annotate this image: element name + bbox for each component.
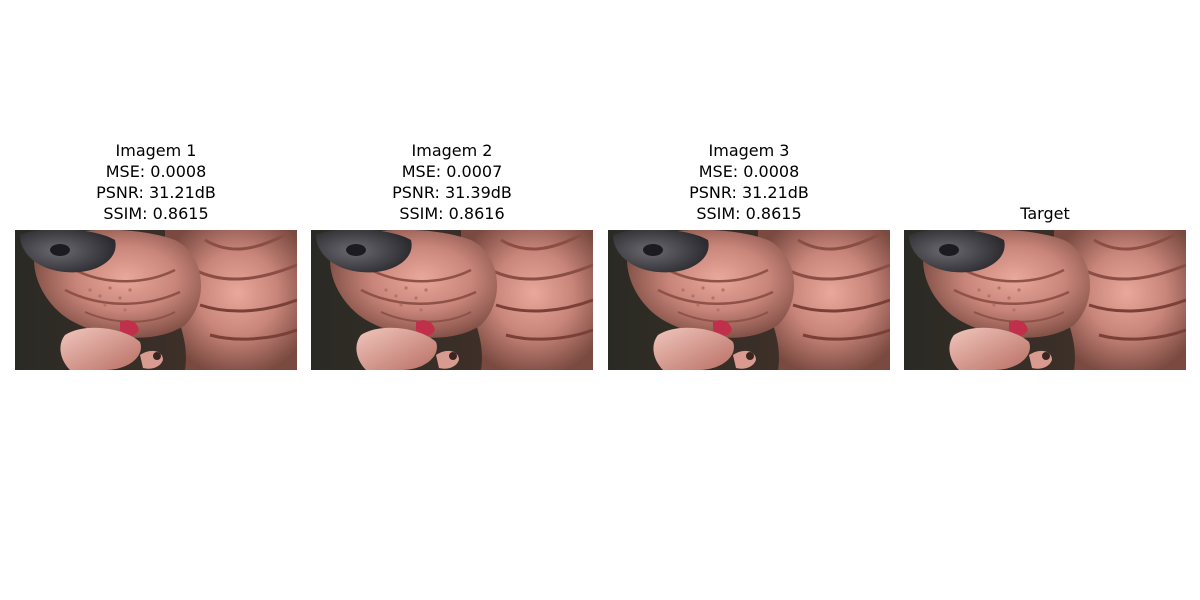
- panel-title-mse: MSE: 0.0008: [105, 162, 207, 181]
- dog-photo: [608, 230, 890, 370]
- panel-title-psnr: PSNR: 31.39dB: [392, 183, 512, 202]
- dog-photo: [15, 230, 297, 370]
- panel-title-psnr: PSNR: 31.21dB: [96, 183, 216, 202]
- dog-photo: [904, 230, 1186, 370]
- panel-imagem-1: Imagem 1 MSE: 0.0008 PSNR: 31.21dB SSIM:…: [15, 0, 297, 600]
- panel-imagem-3: Imagem 3 MSE: 0.0008 PSNR: 31.21dB SSIM:…: [608, 0, 890, 600]
- panel-title-name: Target: [1020, 204, 1070, 223]
- panel-title: Imagem 1 MSE: 0.0008 PSNR: 31.21dB SSIM:…: [0, 140, 317, 224]
- panel-title-name: Imagem 2: [411, 141, 493, 160]
- panel-target: Target: [904, 0, 1186, 600]
- panel-title-mse: MSE: 0.0008: [698, 162, 800, 181]
- panel-title: Target: [884, 203, 1200, 224]
- panel-title-ssim: SSIM: 0.8616: [399, 204, 505, 223]
- panel-title-ssim: SSIM: 0.8615: [696, 204, 802, 223]
- panel-imagem-2: Imagem 2 MSE: 0.0007 PSNR: 31.39dB SSIM:…: [311, 0, 593, 600]
- panel-title: Imagem 2 MSE: 0.0007 PSNR: 31.39dB SSIM:…: [291, 140, 613, 224]
- panel-title-name: Imagem 3: [708, 141, 790, 160]
- panel-title-mse: MSE: 0.0007: [401, 162, 503, 181]
- panel-title-ssim: SSIM: 0.8615: [103, 204, 209, 223]
- panel-title-name: Imagem 1: [115, 141, 197, 160]
- panel-title-psnr: PSNR: 31.21dB: [689, 183, 809, 202]
- dog-photo: [311, 230, 593, 370]
- panel-title: Imagem 3 MSE: 0.0008 PSNR: 31.21dB SSIM:…: [588, 140, 910, 224]
